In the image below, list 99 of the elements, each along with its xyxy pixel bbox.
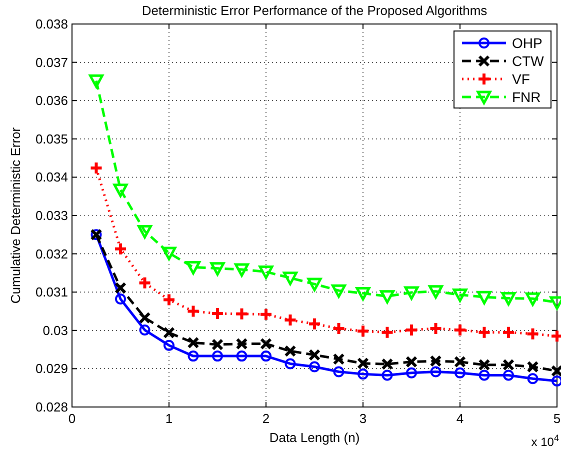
point	[527, 373, 538, 384]
point	[113, 184, 128, 198]
point	[162, 246, 176, 260]
point	[404, 286, 419, 300]
point	[186, 304, 200, 318]
point	[478, 370, 490, 381]
x-tick-label: 2	[262, 411, 270, 426]
y-tick-label: 0.037	[35, 54, 68, 70]
point	[260, 350, 272, 362]
point	[236, 350, 248, 362]
chart-title: Deterministic Error Performance of the Proposed Algorithms	[142, 3, 488, 18]
point	[406, 367, 417, 378]
text: x 10$^{4}$	[531, 433, 559, 449]
point	[430, 355, 442, 368]
point	[187, 336, 200, 349]
point	[234, 263, 249, 277]
point	[283, 313, 298, 328]
point	[115, 293, 126, 304]
point	[186, 260, 200, 274]
legend-label: VF	[512, 71, 530, 87]
point	[452, 288, 468, 302]
point	[283, 272, 298, 286]
point	[332, 284, 346, 298]
y-axis-title: Cumulative Deterministic Error	[8, 126, 23, 304]
x-tick-label: 3	[359, 411, 367, 426]
point	[138, 224, 152, 238]
point	[333, 366, 344, 378]
point	[357, 357, 369, 370]
point	[453, 323, 467, 338]
y-tick-label: 0.028	[35, 400, 68, 414]
point	[332, 321, 346, 336]
x-tick-label: 5	[553, 411, 561, 426]
point	[210, 262, 225, 276]
x-tick-label: 0	[68, 411, 76, 426]
point	[307, 278, 322, 292]
legend-label: CTW	[512, 53, 545, 69]
point	[454, 356, 466, 368]
y-tick-label: 0.035	[35, 131, 68, 146]
point	[502, 325, 516, 340]
point	[260, 338, 272, 350]
point	[212, 338, 224, 351]
y-tick-label: 0.029	[35, 361, 68, 376]
point	[380, 325, 394, 340]
point	[381, 358, 394, 370]
point	[430, 366, 442, 378]
point	[503, 370, 514, 381]
point	[259, 307, 273, 322]
point	[258, 266, 274, 280]
y-tick-label: 0.031	[35, 284, 68, 300]
point	[210, 306, 224, 321]
point	[356, 287, 370, 300]
point	[356, 324, 370, 338]
x-axis-title: Data Length (n)	[269, 430, 360, 445]
y-tick-label: 0.038	[35, 16, 68, 32]
y-tick-label: 0.034	[35, 170, 68, 185]
point	[380, 290, 394, 304]
point	[89, 74, 104, 88]
point	[163, 326, 175, 339]
point	[164, 340, 174, 351]
point	[212, 350, 223, 362]
point	[162, 292, 176, 307]
point	[138, 276, 152, 290]
point	[138, 312, 151, 324]
legend-label: FNR	[512, 89, 541, 105]
point	[477, 290, 492, 304]
x-tick-label: 4	[456, 411, 464, 426]
point	[308, 348, 320, 361]
point	[284, 358, 296, 370]
point	[404, 323, 418, 338]
point	[526, 360, 539, 373]
point	[382, 370, 393, 381]
y-tick-label: 0.033	[35, 208, 68, 223]
point	[502, 358, 514, 371]
point	[309, 361, 320, 372]
point	[526, 292, 540, 306]
x-tick-label: 1	[165, 411, 173, 426]
point	[454, 367, 466, 378]
y-tick-label: 0.03	[42, 322, 68, 338]
point	[477, 325, 492, 340]
point	[114, 282, 126, 294]
point	[332, 353, 345, 366]
point	[406, 356, 418, 368]
point	[139, 324, 150, 336]
point	[188, 350, 199, 362]
point	[284, 345, 296, 358]
point	[236, 338, 248, 350]
point	[501, 292, 516, 306]
point	[308, 316, 322, 331]
point	[478, 358, 490, 371]
point	[114, 242, 128, 256]
legend-label: OHP	[512, 35, 542, 51]
point	[234, 306, 249, 321]
y-tick-label: 0.036	[35, 93, 68, 108]
point	[428, 285, 443, 299]
y-tick-label: 0.032	[35, 246, 68, 262]
point	[428, 321, 443, 336]
point	[89, 161, 104, 176]
point	[358, 368, 368, 380]
point	[526, 326, 540, 341]
